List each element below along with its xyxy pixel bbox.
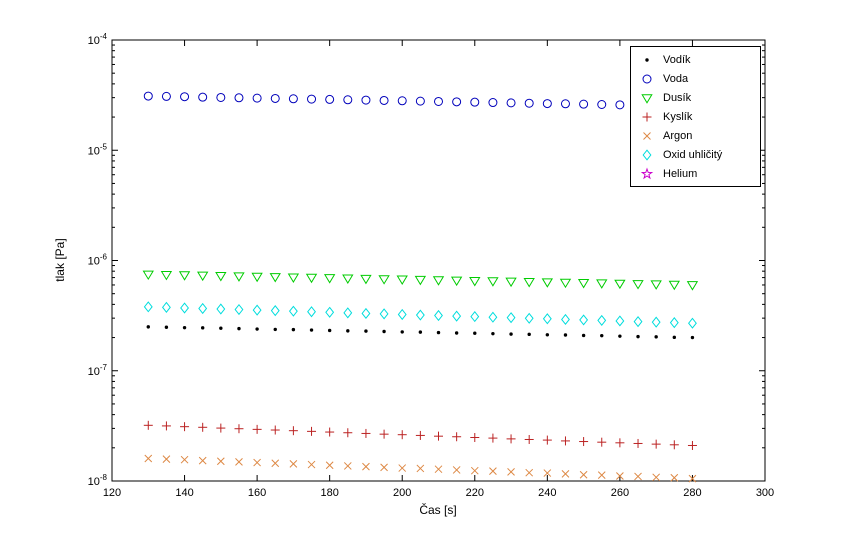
y-tick-label: 10-7 (88, 363, 108, 378)
legend-item: Helium (631, 164, 760, 183)
x-axis-label: Čas [s] (419, 502, 456, 517)
legend-item: Voda (631, 69, 760, 88)
series-voda (143, 91, 697, 111)
plus-marker-icon (631, 110, 663, 124)
legend-label: Dusík (663, 91, 692, 104)
series-oxid-uhli-it- (143, 301, 697, 329)
series-kysl-k (143, 420, 697, 450)
y-tick-label: 10-5 (88, 142, 108, 157)
y-tick-label: 10-8 (88, 473, 108, 488)
legend-item: Oxid uhličitý (631, 145, 760, 164)
series-vod-k (146, 325, 695, 340)
legend-item: Kyslík (631, 107, 760, 126)
x-tick-label: 260 (611, 487, 629, 499)
y-axis-label: tlak [Pa] (53, 238, 67, 281)
legend: Vodík Voda Dusík Kyslík Argon Oxid uhličitý He… (630, 46, 761, 187)
y-tick-label: 10-6 (88, 253, 108, 268)
legend-item: Dusík (631, 88, 760, 107)
circle-marker-icon (631, 72, 663, 86)
legend-label: Helium (663, 167, 698, 180)
y-tick-label: 10-4 (88, 32, 108, 47)
x-tick-label: 200 (393, 487, 411, 499)
legend-label: Oxid uhličitý (663, 148, 723, 161)
legend-label: Voda (663, 72, 689, 85)
pentagram-marker-icon (631, 166, 663, 181)
series-argon (144, 454, 697, 483)
x-tick-label: 240 (538, 487, 556, 499)
data-points-layer (142, 91, 699, 483)
x-marker-icon (631, 129, 663, 143)
axes-layer: 120 140 160 180 200 220 240 260 280 300 10-8 10-7 10… (88, 32, 775, 499)
legend-label: Vodík (663, 53, 691, 66)
x-tick-label: 280 (683, 487, 701, 499)
x-tick-label: 140 (175, 487, 193, 499)
x-tick-label: 220 (466, 487, 484, 499)
series-dus-k (142, 270, 699, 291)
x-tick-label: 300 (756, 487, 774, 499)
legend-item: Argon (631, 126, 760, 145)
triangle-down-marker-icon (631, 91, 663, 105)
diamond-marker-icon (631, 148, 663, 162)
legend-label: Kyslík (663, 110, 693, 123)
legend-label: Argon (663, 129, 693, 142)
legend-item: Vodík (631, 50, 760, 69)
x-tick-label: 160 (248, 487, 266, 499)
x-tick-label: 180 (320, 487, 338, 499)
point-marker-icon (631, 53, 663, 67)
x-tick-label: 120 (103, 487, 121, 499)
